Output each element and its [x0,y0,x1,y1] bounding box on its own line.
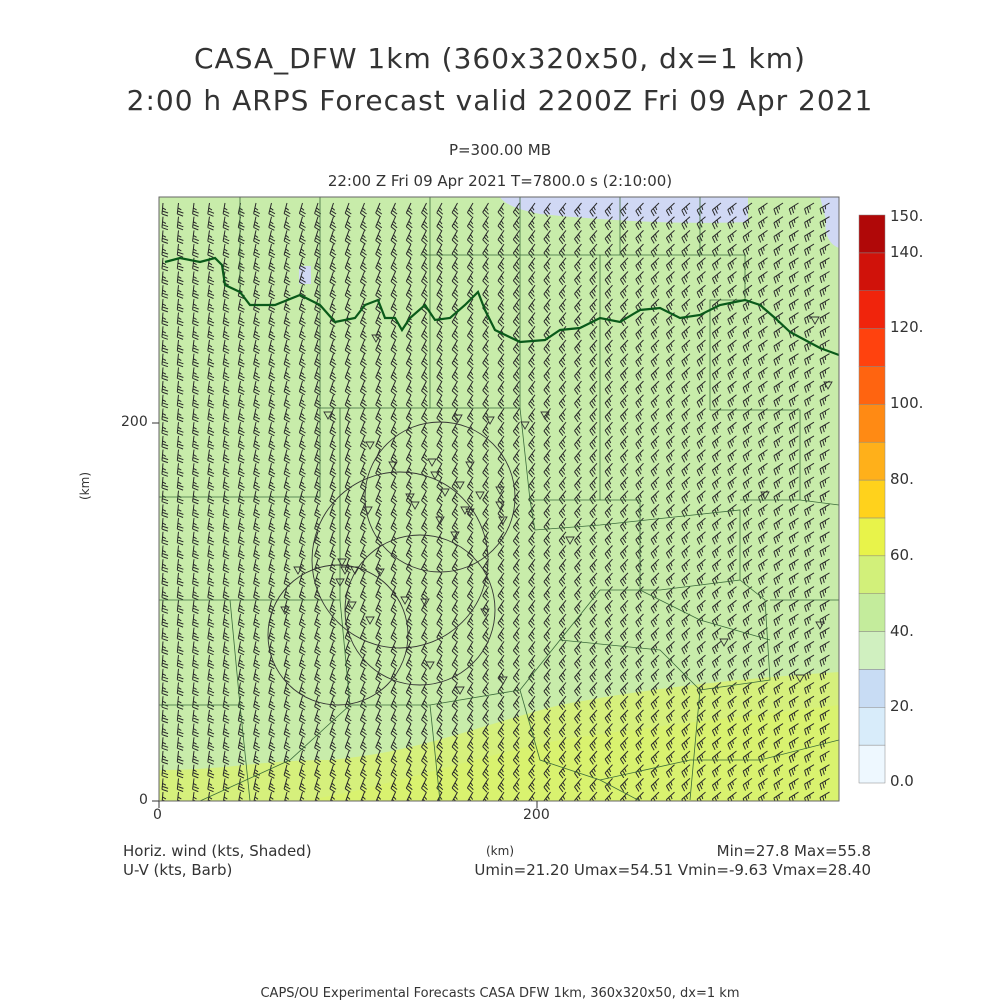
pressure-level-label: P=300.00 MB [448,141,552,159]
x-tick-200: 200 [523,807,550,823]
state-border-red-river [164,256,839,357]
colorbar-swatch [858,366,886,405]
valid-time-label: 22:00 Z Fri 09 Apr 2021 T=7800.0 s (2:10… [327,172,673,190]
field-label-barb: U-V (kts, Barb) [123,861,233,879]
colorbar-swatch [858,593,886,632]
colorbar-label-20: 20. [890,697,914,715]
field-label-shaded: Horiz. wind (kts, Shaded) [123,842,312,860]
wind-barbs [161,202,830,801]
y-tick-200: 200 [121,414,148,430]
colorbar-swatch [858,290,886,329]
colorbar-swatch [858,669,886,708]
title-line-1: CASA_DFW 1km (360x320x50, dx=1 km) [194,42,806,75]
colorbar-swatch [858,517,886,557]
colorbar [858,214,886,784]
min-max-label: Min=27.8 Max=55.8 [716,842,871,860]
wind-speed-shading [159,197,839,801]
wind-barb-field [161,202,830,801]
colorbar-label-0: 0.0 [890,772,914,790]
colorbar-label-100: 100. [890,394,924,412]
x-tick-0: 0 [153,807,162,823]
colorbar-label-150: 150. [890,207,924,225]
colorbar-swatch [858,252,886,291]
range-rings [267,421,516,706]
colorbar-swatch [858,214,886,254]
colorbar-label-40: 40. [890,622,914,640]
colorbar-swatch [858,441,886,481]
colorbar-swatch [858,707,886,746]
title-line-2: 2:00 h ARPS Forecast valid 2200Z Fri 09 … [126,84,874,117]
y-tick-0: 0 [139,792,148,808]
radar-site-triangles [280,316,833,695]
colorbar-label-80: 80. [890,470,914,488]
plot-frame [152,196,840,808]
credit-footer: CAPS/OU Experimental Forecasts CASA DFW … [260,986,740,1001]
y-axis-label: (km) [78,471,92,500]
colorbar-swatch [858,744,886,784]
colorbar-swatch [858,479,886,519]
radar-site-markers [280,316,833,695]
colorbar-label-120: 120. [890,318,924,336]
colorbar-swatch [858,328,886,367]
uv-range-label: Umin=21.20 Umax=54.51 Vmin=-9.63 Vmax=28… [474,861,871,879]
colorbar-swatch [858,404,886,443]
x-axis-label: (km) [486,844,515,858]
colorbar-swatch [858,555,886,594]
colorbar-label-140: 140. [890,243,924,261]
colorbar-swatch [858,631,886,670]
colorbar-label-60: 60. [890,546,914,564]
county-lines [159,197,839,801]
